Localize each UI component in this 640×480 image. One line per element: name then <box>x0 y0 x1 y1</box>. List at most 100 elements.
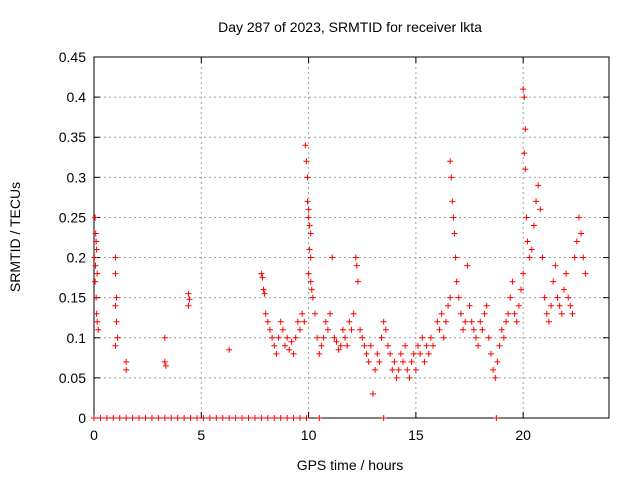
data-point <box>402 342 409 349</box>
data-point <box>571 254 578 261</box>
data-point <box>479 326 486 333</box>
data-point <box>93 294 100 301</box>
data-point <box>284 334 291 341</box>
x-tick-label: 10 <box>301 427 317 443</box>
data-point <box>342 334 349 341</box>
data-point <box>251 415 258 421</box>
data-point <box>477 318 484 325</box>
data-point <box>353 262 360 269</box>
data-point <box>475 342 482 349</box>
data-point <box>258 415 265 421</box>
data-point <box>290 415 297 421</box>
data-point <box>155 415 162 421</box>
data-point <box>346 318 353 325</box>
data-point <box>449 198 456 205</box>
data-point <box>333 338 340 345</box>
data-point <box>400 358 406 365</box>
data-point <box>450 214 457 221</box>
data-point <box>297 415 303 421</box>
data-point <box>523 214 530 221</box>
data-point <box>423 342 430 349</box>
data-point <box>206 415 213 421</box>
data-point <box>259 274 266 281</box>
data-point <box>314 334 321 341</box>
data-point <box>365 358 372 365</box>
data-point <box>161 415 168 421</box>
data-point <box>262 310 269 317</box>
y-axis-label: SRMTID / TECUs <box>7 182 23 292</box>
data-point <box>348 326 355 333</box>
data-point <box>541 294 548 301</box>
data-point <box>580 254 587 261</box>
data-point <box>565 294 572 301</box>
data-point <box>524 238 531 245</box>
data-point <box>92 262 99 269</box>
data-point <box>148 415 155 421</box>
data-point <box>320 334 327 341</box>
data-point <box>410 350 417 357</box>
data-point <box>522 126 529 133</box>
data-point <box>213 415 220 421</box>
data-point <box>123 358 130 365</box>
data-point <box>421 358 428 365</box>
y-tick-label: 0.4 <box>67 89 87 105</box>
data-point <box>297 326 303 333</box>
y-tick-label: 0.2 <box>67 250 87 266</box>
data-point <box>93 246 100 253</box>
data-point <box>292 334 299 341</box>
data-point <box>94 270 101 277</box>
data-point <box>185 290 192 297</box>
y-tick-label: 0.15 <box>59 290 86 306</box>
data-point <box>395 366 402 373</box>
data-point <box>123 366 130 373</box>
data-point <box>337 342 344 349</box>
grid-lines <box>94 57 609 418</box>
data-point <box>387 350 394 357</box>
data-points <box>91 86 589 421</box>
data-point <box>142 415 149 421</box>
data-point <box>116 415 123 421</box>
data-point <box>112 270 119 277</box>
data-point <box>354 278 361 285</box>
data-point <box>305 206 312 213</box>
y-tick-label: 0.45 <box>59 49 86 65</box>
data-point <box>425 350 432 357</box>
data-point <box>430 342 437 349</box>
data-point <box>286 346 293 353</box>
data-point <box>503 318 509 325</box>
data-point <box>303 415 310 421</box>
data-point <box>374 350 381 357</box>
data-point <box>162 362 169 369</box>
data-point <box>316 350 323 357</box>
data-point <box>239 415 246 421</box>
data-point <box>530 222 537 229</box>
data-point <box>277 318 284 325</box>
data-point <box>260 286 267 293</box>
data-point <box>548 302 555 309</box>
data-point <box>352 254 359 261</box>
data-point <box>457 310 464 317</box>
data-point <box>434 318 441 325</box>
data-point <box>95 326 102 333</box>
data-point <box>408 358 415 365</box>
data-point <box>521 150 528 157</box>
data-point <box>483 302 490 309</box>
data-point <box>322 318 329 325</box>
data-point <box>575 214 582 221</box>
data-point <box>129 415 136 421</box>
data-point <box>232 415 239 421</box>
data-point <box>528 246 535 253</box>
data-point <box>481 310 488 317</box>
data-point <box>112 254 119 261</box>
data-point <box>357 326 364 333</box>
data-point <box>288 338 295 345</box>
data-point <box>462 318 469 325</box>
data-point <box>302 142 309 149</box>
data-point <box>359 334 366 341</box>
data-point <box>526 254 533 261</box>
data-point <box>455 294 462 301</box>
data-point <box>582 270 589 277</box>
data-point <box>258 270 265 277</box>
data-point <box>226 346 233 353</box>
